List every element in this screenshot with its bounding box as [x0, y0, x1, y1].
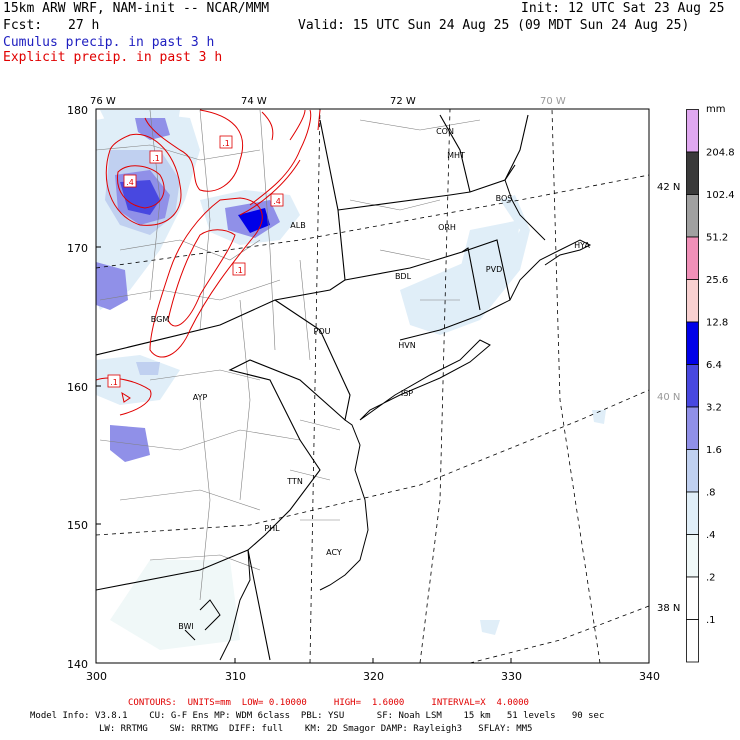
y-tick-label: 180: [67, 104, 88, 117]
contour-label: .4: [123, 174, 137, 188]
legend-level-label: .1: [706, 615, 716, 626]
x-tick-label: 320: [363, 670, 384, 683]
latlon-grid: [96, 109, 649, 663]
legend-swatch: [686, 151, 699, 195]
station-bos: BOS: [496, 194, 513, 203]
contour-labels: .1 .1 .4 .4 .1 .1: [107, 135, 284, 388]
color-legend: 204.8 102.4 51.2 25.6 12.8 6.4 3.2 1.6 .8 .4 .2 .1: [686, 109, 735, 663]
contour-label: .1: [149, 150, 163, 164]
valid-time: Valid: 15 UTC Sun 24 Aug 25 (09 MDT Sun …: [298, 18, 690, 33]
legend-swatch: [686, 236, 699, 280]
legend-level-label: 204.8: [706, 148, 735, 159]
station-bwi: BWI: [178, 622, 193, 631]
lat-label: 42 N: [657, 182, 680, 193]
station-phl: PHL: [264, 524, 280, 533]
y-tick-label: 140: [67, 658, 88, 671]
legend-swatch: [686, 321, 699, 365]
map-title: 15km ARW WRF, NAM-init -- NCAR/MMM: [3, 1, 270, 16]
svg-text:.1: .1: [110, 378, 118, 387]
x-tick-label: 340: [639, 670, 660, 683]
legend-swatch: [686, 279, 699, 323]
x-tick-label: 310: [225, 670, 246, 683]
legend-swatch: [686, 619, 699, 663]
map-area: .1 .1 .4 .4 .1 .1 CON MHT BOS ORH ALB BDL PVD BGM POU…: [96, 109, 649, 663]
svg-text:.1: .1: [152, 154, 160, 163]
contour-label: .1: [107, 374, 121, 388]
lon-label: 72 W: [390, 96, 416, 107]
station-alb: ALB: [290, 221, 305, 230]
forecast-label: Fcst:: [3, 18, 43, 33]
latlon-labels: 76 W 74 W 72 W 70 W 42 N 40 N 38 N: [90, 96, 680, 614]
legend-level-label: 1.6: [706, 445, 722, 456]
legend-swatch: [686, 534, 699, 578]
station-labels: CON MHT BOS ORH ALB BDL PVD BGM POU HVN ISP AYP TTN P…: [151, 127, 591, 631]
explicit-label: Explicit precip. in past 3 h: [3, 50, 223, 65]
svg-text:.1: .1: [235, 266, 243, 275]
lon-label: 76 W: [90, 96, 116, 107]
svg-text:.4: .4: [273, 197, 281, 206]
legend-swatch: [686, 364, 699, 408]
legend-swatch: [686, 109, 699, 153]
station-con: CON: [436, 127, 454, 136]
model-info-line1: Model Info: V3.8.1 CU: G-F Ens MP: WDM 6…: [30, 711, 605, 721]
legend-level-label: 51.2: [706, 233, 728, 244]
legend-swatch: [686, 194, 699, 238]
model-info-line2: LW: RRTMG SW: RRTMG DIFF: full KM: 2D Sm…: [99, 724, 533, 734]
station-bgm: BGM: [151, 315, 170, 324]
coastline: [184, 179, 592, 661]
state-borders: [96, 114, 529, 661]
station-pvd: PVD: [486, 265, 502, 274]
y-tick-label: 160: [67, 381, 88, 394]
y-tick-label: 150: [67, 519, 88, 532]
lon-label: 74 W: [241, 96, 267, 107]
station-hya: HYA: [574, 241, 590, 250]
contours-info: CONTOURS: UNITS=mm LOW= 0.10000 HIGH= 1.…: [128, 698, 529, 708]
station-isp: ISP: [401, 389, 413, 398]
legend-level-label: 6.4: [706, 360, 722, 371]
axis-ticks: [95, 108, 650, 664]
legend-level-label: 3.2: [706, 403, 722, 414]
contour-label: .1: [219, 135, 233, 149]
station-ayp: AYP: [193, 393, 208, 402]
svg-text:.1: .1: [222, 139, 230, 148]
station-pou: POU: [314, 327, 331, 336]
legend-level-label: 12.8: [706, 318, 728, 329]
legend-level-label: 25.6: [706, 275, 728, 286]
station-orh: ORH: [438, 223, 456, 232]
lon-label: 70 W: [540, 96, 566, 107]
x-tick-label: 300: [86, 670, 107, 683]
legend-swatch: [686, 406, 699, 450]
cumulus-label: Cumulus precip. in past 3 h: [3, 35, 215, 50]
legend-level-label: .2: [706, 573, 716, 584]
legend-level-label: .8: [706, 488, 716, 499]
legend-level-label: .4: [706, 530, 716, 541]
legend-level-label: 102.4: [706, 190, 735, 201]
y-tick-label: 170: [67, 242, 88, 255]
station-ttn: TTN: [286, 477, 303, 486]
x-tick-label: 330: [501, 670, 522, 683]
svg-text:.4: .4: [126, 178, 134, 187]
station-mht: MHT: [447, 151, 465, 160]
legend-swatch: [686, 449, 699, 493]
init-time: Init: 12 UTC Sat 23 Aug 25: [521, 1, 725, 16]
lat-label: 38 N: [657, 603, 680, 614]
lat-label: 40 N: [657, 392, 680, 403]
legend-unit: mm: [706, 104, 726, 115]
station-bdl: BDL: [395, 272, 412, 281]
station-acy: ACY: [326, 548, 342, 557]
contour-label: .4: [270, 193, 284, 207]
explicit-contours: [96, 109, 321, 416]
station-hvn: HVN: [398, 341, 415, 350]
axis-labels: 180 170 160 150 140 300 310 320 330 340: [67, 104, 660, 683]
legend-swatch: [686, 491, 699, 535]
cumulus-shading: [96, 110, 606, 650]
forecast-hour: 27 h: [68, 18, 100, 33]
contour-label: .1: [232, 262, 246, 276]
legend-swatch: [686, 576, 699, 620]
